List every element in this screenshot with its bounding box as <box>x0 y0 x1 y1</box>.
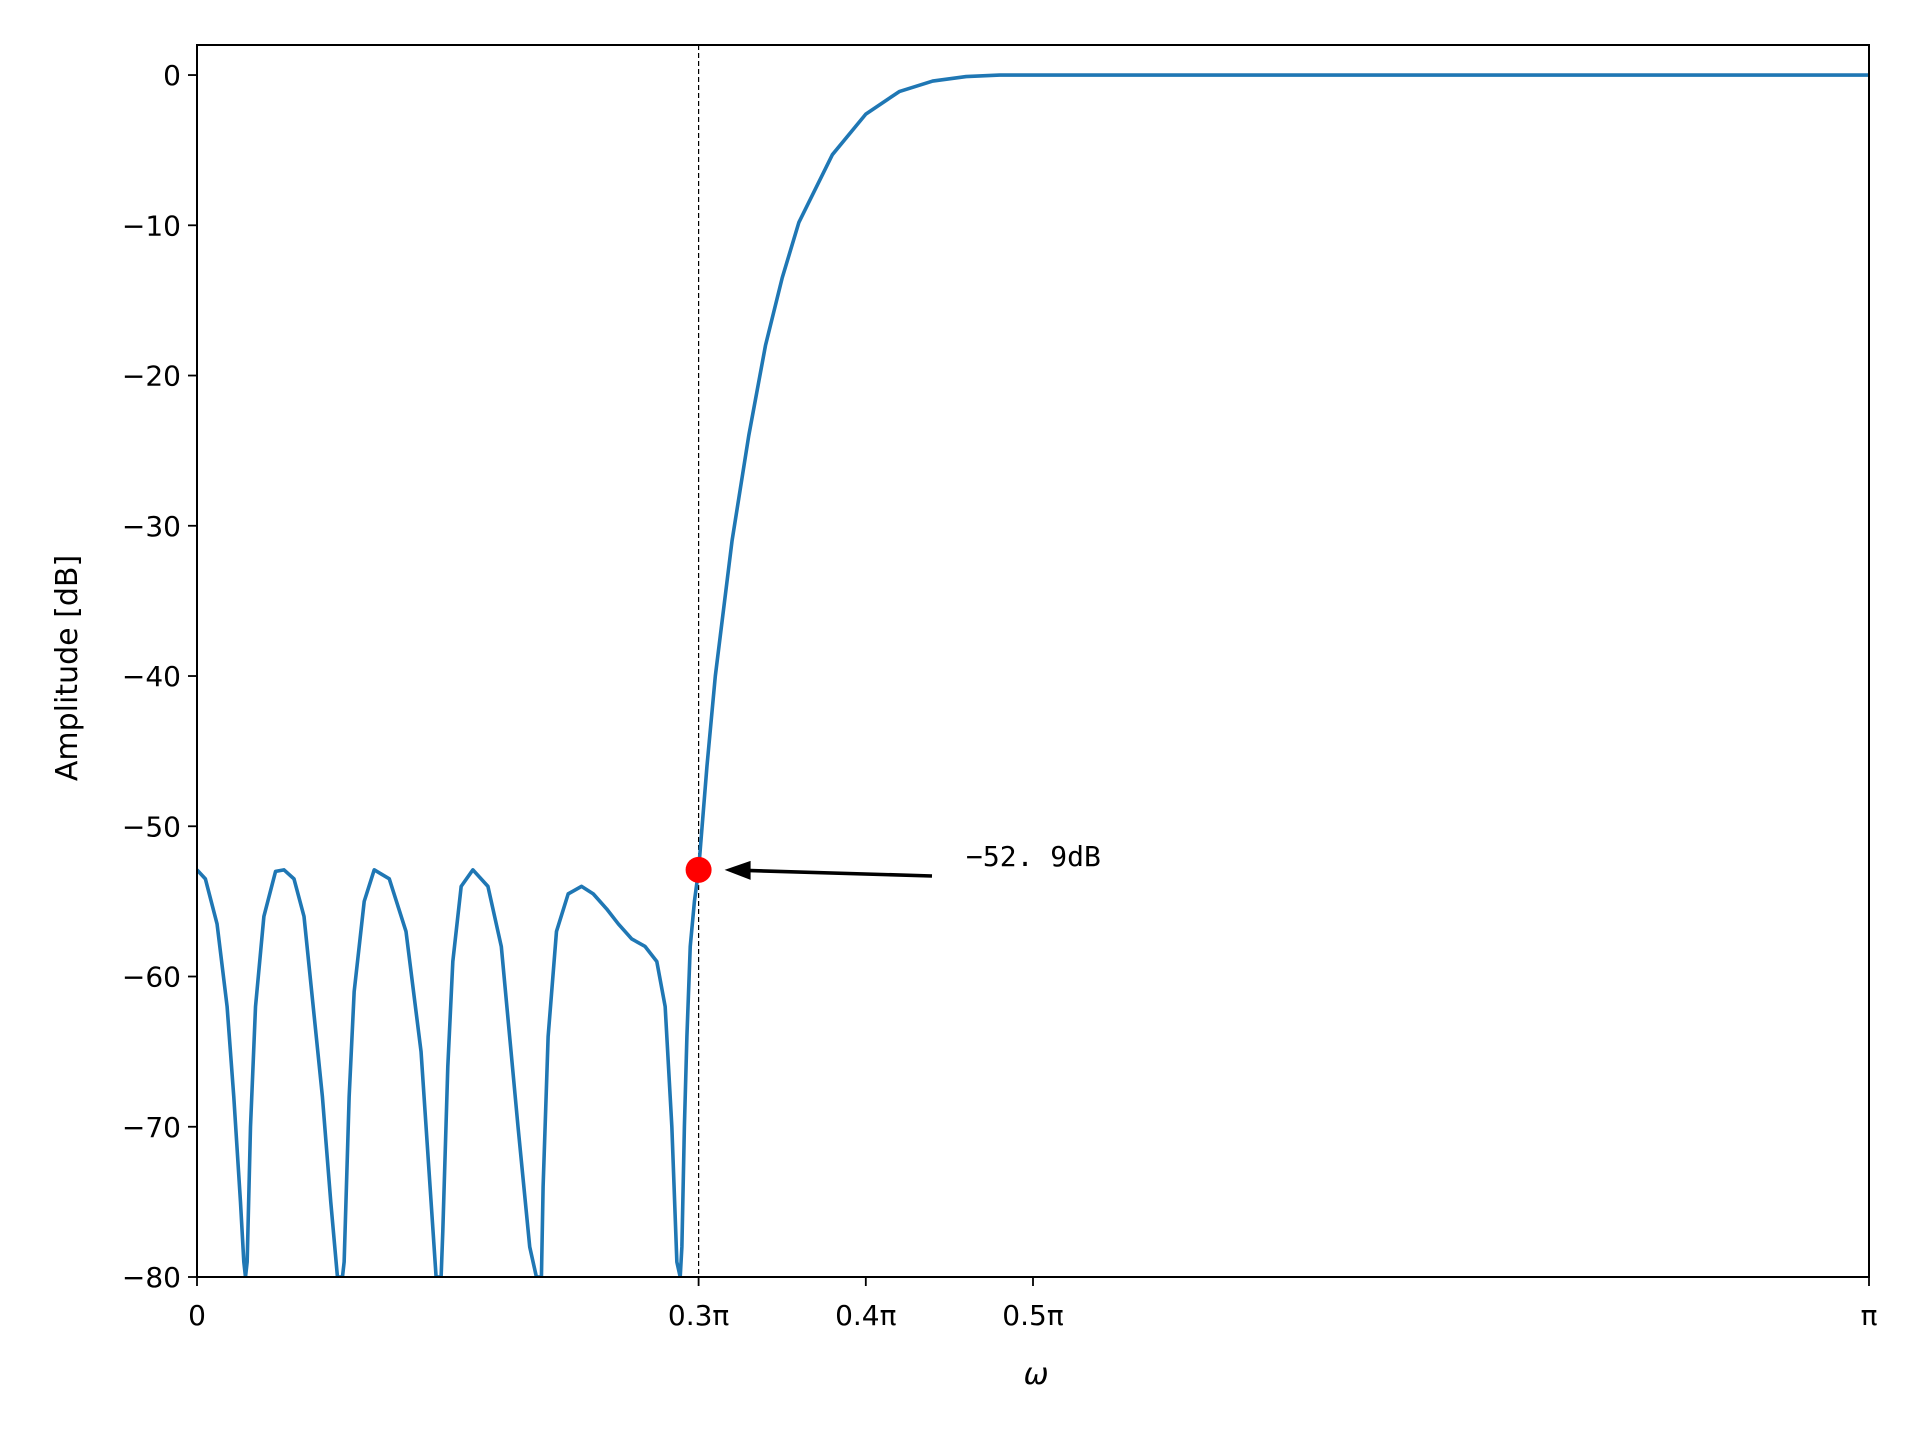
annotation-arrow-shaft <box>742 868 933 878</box>
x-tick-label: 0.5π <box>1002 1299 1064 1332</box>
y-tick-label: −30 <box>122 510 181 543</box>
annotation-arrow-head <box>724 860 751 880</box>
x-tick-label: 0.4π <box>835 1299 897 1332</box>
y-tick-label: −10 <box>122 209 181 242</box>
highlight-marker <box>685 856 712 883</box>
y-tick-label: −80 <box>122 1261 181 1294</box>
y-tick-label: 0 <box>163 59 181 92</box>
y-tick-label: −20 <box>122 360 181 393</box>
y-tick-label: −40 <box>122 660 181 693</box>
y-tick-label: −60 <box>122 961 181 994</box>
x-tick-label: π <box>1861 1299 1878 1332</box>
y-axis-label: Amplitude [dB] <box>50 555 85 781</box>
annotation-text: −52. 9dB <box>966 840 1101 873</box>
series-line-0 <box>197 73 1869 1277</box>
x-tick-label: 0.3π <box>668 1299 730 1332</box>
x-axis-label: ω <box>1023 1357 1048 1392</box>
y-tick-label: −70 <box>122 1111 181 1144</box>
x-tick-label: 0 <box>188 1299 206 1332</box>
y-tick-label: −50 <box>122 810 181 843</box>
